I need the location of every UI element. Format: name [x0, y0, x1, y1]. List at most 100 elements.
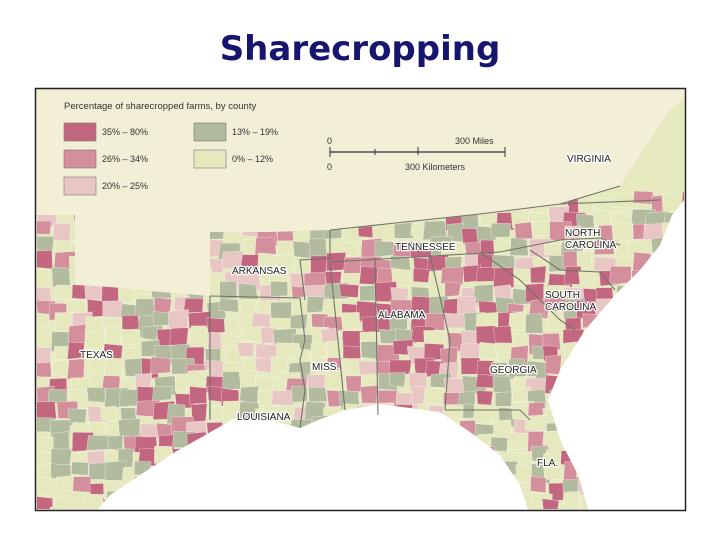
county [612, 192, 639, 209]
county [289, 313, 308, 329]
county [677, 510, 696, 526]
state-label: SOUTH [545, 290, 580, 301]
border [529, 249, 616, 291]
state-label: LOUISIANA [237, 412, 291, 423]
legend-swatch [63, 149, 97, 169]
county [189, 386, 207, 405]
county [394, 508, 414, 509]
county [492, 375, 513, 395]
county [472, 284, 494, 304]
legend-label: 26% – 34% [102, 154, 148, 164]
county [324, 369, 346, 389]
county [668, 512, 688, 529]
county [237, 342, 255, 357]
county [443, 312, 468, 329]
county [327, 508, 350, 509]
county [358, 360, 378, 375]
county [50, 448, 73, 466]
county [203, 511, 227, 525]
county [682, 325, 684, 347]
county [89, 509, 113, 528]
county [37, 496, 54, 509]
county [477, 512, 496, 531]
county [103, 357, 124, 378]
county [66, 358, 85, 380]
county [424, 508, 450, 509]
county [149, 356, 171, 375]
county [121, 328, 141, 346]
county [529, 265, 547, 284]
county [225, 514, 247, 533]
county [68, 323, 86, 345]
county [219, 281, 238, 300]
legend-swatch [193, 122, 227, 142]
county [494, 391, 512, 407]
slide-title: Sharecropping [220, 29, 501, 69]
county [256, 513, 273, 533]
county [475, 325, 496, 346]
county [306, 374, 328, 390]
county [169, 510, 194, 529]
county [524, 414, 548, 431]
county [100, 405, 117, 422]
county [473, 403, 492, 424]
county [389, 372, 406, 388]
scale-label: 0 [327, 136, 332, 146]
county [86, 386, 106, 403]
county [360, 385, 378, 404]
county [37, 220, 52, 235]
county [108, 512, 126, 526]
county [648, 511, 672, 525]
county [511, 510, 528, 529]
county [508, 311, 526, 332]
county [67, 341, 85, 360]
county [544, 354, 562, 375]
legend-label: 20% – 25% [102, 181, 148, 191]
county [545, 512, 563, 526]
legend-swatch [63, 176, 97, 196]
legend-title: Percentage of sharecropped farms, by cou… [64, 101, 256, 112]
county [440, 240, 465, 258]
legend-swatch [193, 149, 227, 169]
county [546, 310, 564, 331]
county [478, 341, 497, 361]
scale-label: 0 [327, 162, 332, 172]
legend-label: 35% – 80% [102, 127, 148, 137]
border [329, 237, 621, 263]
county [51, 359, 71, 377]
county [388, 359, 412, 375]
county [270, 280, 288, 297]
border [329, 185, 621, 231]
county [37, 312, 50, 327]
scale-label: 300 Miles [455, 136, 494, 146]
county [37, 361, 52, 378]
map-frame [34, 87, 687, 512]
county [564, 266, 582, 285]
scale-bar: 0 300 Miles 0 300 Kilometers [327, 136, 506, 172]
map [36, 89, 696, 533]
county [84, 493, 104, 509]
county [135, 298, 156, 319]
county [593, 210, 611, 227]
county [609, 265, 632, 285]
county [525, 283, 545, 303]
county [189, 325, 207, 343]
county [38, 476, 55, 496]
state-label: ALABAMA [378, 310, 426, 321]
county [576, 251, 593, 269]
legend-label: 13% – 19% [232, 127, 278, 137]
county [269, 267, 289, 283]
county [578, 270, 596, 285]
county [49, 505, 69, 509]
county [223, 318, 243, 337]
border [374, 257, 379, 416]
state-label: GEORGIA [490, 365, 537, 376]
state-labels: VIRGINIANORTHCAROLINATENNESSEEARKANSASSO… [79, 153, 618, 471]
county [272, 511, 291, 530]
county [117, 418, 141, 438]
county [514, 221, 534, 240]
state-label: MISS. [312, 362, 339, 373]
border [479, 251, 576, 331]
